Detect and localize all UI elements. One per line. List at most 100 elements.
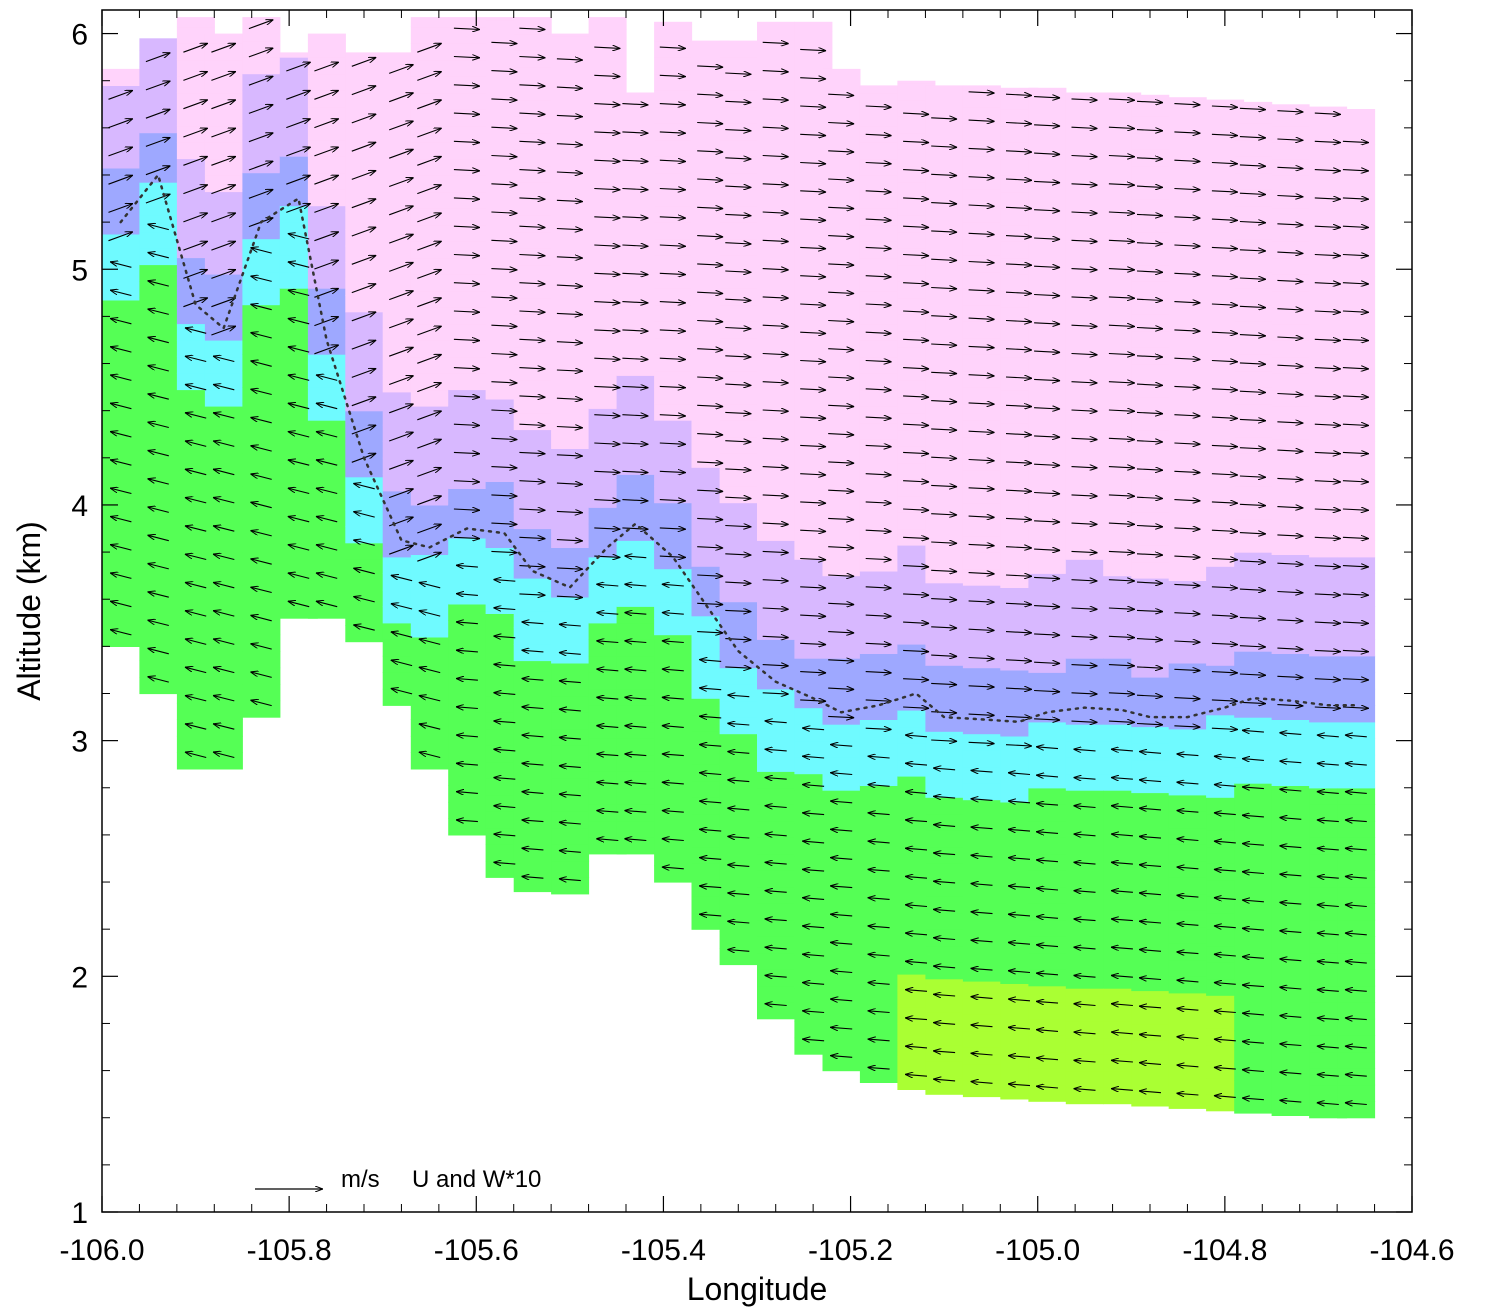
wind-arrow: [286, 119, 310, 129]
field-cell: [513, 33, 552, 51]
field-cell: [719, 288, 758, 306]
field-cell: [1337, 837, 1376, 855]
field-cell: [242, 403, 281, 421]
field-cell: [448, 92, 487, 110]
field-cell: [822, 971, 861, 989]
field-cell: [654, 568, 693, 586]
field-cell: [1168, 976, 1207, 994]
field-cell: [962, 816, 1001, 834]
field-cell: [102, 530, 140, 548]
field-cell: [616, 92, 655, 96]
field-cell: [822, 592, 861, 610]
field-cell: [139, 248, 178, 266]
field-cell: [1234, 1014, 1273, 1032]
field-cell: [410, 17, 449, 28]
field-cell: [1168, 629, 1207, 647]
field-cell: [102, 365, 140, 383]
field-cell: [242, 469, 281, 487]
field-cell: [822, 806, 861, 824]
field-cell: [1337, 342, 1376, 360]
field-cell: [859, 1016, 898, 1034]
wind-arrow: [213, 384, 235, 391]
wind-arrow: [213, 554, 235, 561]
field-cell: [1168, 646, 1207, 664]
field-cell: [1131, 627, 1170, 645]
field-cell: [1065, 955, 1104, 973]
field-cell: [616, 424, 655, 442]
field-cell: [757, 144, 795, 162]
field-cell: [962, 156, 1001, 174]
field-cell: [551, 563, 590, 581]
field-cell: [1337, 292, 1376, 310]
field-cell: [513, 347, 552, 365]
field-cell: [1028, 243, 1067, 261]
field-cell: [859, 950, 898, 968]
wind-arrow: [211, 213, 236, 223]
field-cell: [1065, 245, 1104, 263]
field-cell: [757, 375, 795, 393]
field-cell: [654, 139, 693, 157]
field-cell: [551, 167, 590, 185]
field-cell: [616, 523, 655, 541]
x-tick-label: -105.8: [247, 1234, 332, 1267]
field-cell: [410, 669, 449, 687]
field-cell: [1131, 875, 1170, 893]
field-cell: [410, 191, 449, 209]
wind-arrow: [353, 625, 375, 631]
field-cell: [448, 175, 487, 193]
field-cell: [1028, 771, 1067, 789]
field-cell: [448, 158, 487, 176]
field-cell: [410, 455, 449, 473]
field-cell: [1168, 827, 1207, 845]
field-cell: [757, 589, 795, 607]
field-cell: [513, 429, 552, 447]
field-cell: [1337, 391, 1376, 409]
field-cell: [1271, 488, 1310, 506]
field-cell: [757, 705, 795, 723]
field-cell: [1234, 964, 1273, 982]
field-cell: [1131, 215, 1170, 233]
field-cell: [551, 134, 590, 152]
field-cell: [1065, 823, 1104, 841]
field-cell: [410, 26, 449, 44]
field-cell: [654, 783, 693, 801]
field-cell: [1065, 674, 1104, 692]
field-cell: [757, 457, 795, 475]
field-cell: [551, 728, 590, 746]
wind-arrow: [351, 369, 376, 378]
field-cell: [1131, 1023, 1170, 1041]
field-cell: [513, 776, 552, 794]
field-cell: [1131, 594, 1170, 612]
field-cell: [616, 226, 655, 244]
field-cell: [242, 354, 281, 372]
field-cell: [307, 304, 346, 322]
field-cell: [719, 585, 758, 603]
field-cell: [1168, 580, 1207, 598]
field-cell: [719, 321, 758, 339]
field-cell: [242, 618, 281, 636]
wind-arrow: [250, 389, 272, 396]
field-cell: [139, 627, 178, 645]
field-cell: [242, 337, 281, 355]
field-cell: [1131, 182, 1170, 200]
field-cell: [513, 842, 552, 860]
field-cell: [448, 471, 487, 489]
field-cell: [1271, 274, 1310, 292]
legend: m/s U and W*10: [255, 1166, 541, 1193]
field-cell: [410, 719, 449, 737]
field-cell: [204, 537, 243, 555]
field-cell: [962, 948, 1001, 966]
field-cell: [757, 111, 795, 129]
field-cell: [719, 255, 758, 273]
field-cell: [859, 373, 898, 391]
field-cell: [345, 278, 384, 296]
field-cell: [242, 172, 281, 190]
field-cell: [448, 191, 487, 209]
field-cell: [1271, 636, 1310, 654]
wind-arrow: [110, 262, 132, 268]
wind-arrow: [148, 224, 169, 231]
field-cell: [616, 177, 655, 195]
field-cell: [1168, 200, 1207, 218]
field-cell: [102, 481, 140, 499]
field-cell: [345, 196, 384, 214]
